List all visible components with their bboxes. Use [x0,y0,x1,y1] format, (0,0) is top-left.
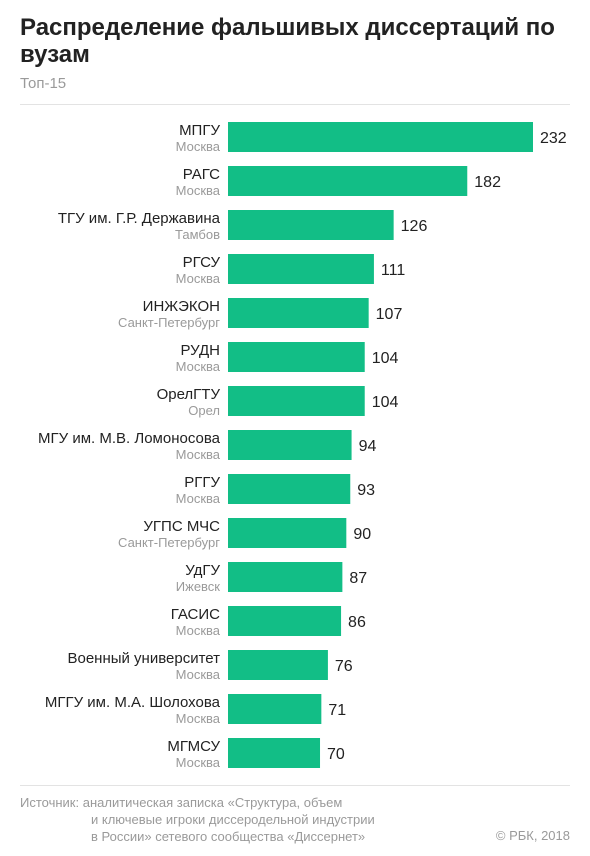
category-label: РГГУ [184,474,220,491]
value-label: 126 [401,218,428,235]
category-label: РГСУ [183,254,221,271]
value-label: 111 [381,262,405,279]
category-city-label: Москва [176,755,221,770]
category-label: ТГУ им. Г.Р. Державина [58,210,221,227]
bar [228,562,343,592]
chart-subtitle: Топ-15 [20,75,67,92]
category-city-label: Москва [176,491,221,506]
bar [228,386,365,416]
category-city-label: Орел [188,403,220,418]
value-label: 87 [349,570,367,587]
category-label: МГМСУ [167,738,220,755]
value-label: 104 [372,350,399,367]
bottom-divider [20,785,570,786]
category-city-label: Москва [176,359,221,374]
category-label: РУДН [180,342,220,359]
category-label: МПГУ [179,122,220,139]
category-label: Военный университет [67,650,220,667]
value-label: 104 [372,394,399,411]
category-city-label: Москва [176,447,221,462]
bar [228,122,533,152]
category-label: МГУ им. М.В. Ломоносова [38,430,221,447]
bar [228,518,347,548]
bar [228,210,394,240]
category-city-label: Санкт-Петербург [118,315,220,330]
category-city-label: Москва [176,623,221,638]
value-label: 70 [327,746,345,763]
category-label: ГАСИС [171,606,220,623]
value-label: 232 [540,130,567,147]
source-line-2: и ключевые игроки диссеродельной индустр… [91,812,375,827]
category-city-label: Тамбов [175,227,220,242]
bar [228,166,468,196]
value-label: 76 [335,658,353,675]
value-label: 107 [376,306,403,323]
category-city-label: Москва [176,271,221,286]
category-city-label: Ижевск [176,579,221,594]
bar [228,342,365,372]
bar [228,298,369,328]
category-city-label: Москва [176,183,221,198]
category-city-label: Москва [176,667,221,682]
category-city-label: Санкт-Петербург [118,535,220,550]
category-label: ОрелГТУ [157,386,221,403]
value-label: 94 [359,438,377,455]
chart-title: Распределение фальшивых диссертаций по в… [20,14,555,68]
value-label: 93 [357,482,375,499]
copyright: © РБК, 2018 [495,828,570,843]
category-city-label: Москва [176,139,221,154]
category-city-label: Москва [176,711,221,726]
value-label: 182 [474,174,501,191]
value-label: 90 [353,526,371,543]
value-label: 86 [348,614,366,631]
source-line-3: в России» сетевого сообщества «Диссернет… [91,829,366,844]
bar [228,650,328,680]
category-label: МГГУ им. М.А. Шолохова [45,694,221,711]
category-label: УГПС МЧС [143,518,220,535]
source-line-1: Источник: аналитическая записка «Структу… [20,795,343,810]
bar [228,694,322,724]
top-divider [20,104,570,105]
bar [228,474,351,504]
source-note: Источник: аналитическая записка «Структу… [20,794,440,845]
category-label: РАГС [183,166,220,183]
value-label: 71 [328,702,346,719]
bar [228,606,342,636]
bar [228,254,374,284]
category-label: ИНЖЭКОН [143,298,220,315]
category-label: УдГУ [185,562,220,579]
bar [228,738,321,768]
bar [228,430,352,460]
